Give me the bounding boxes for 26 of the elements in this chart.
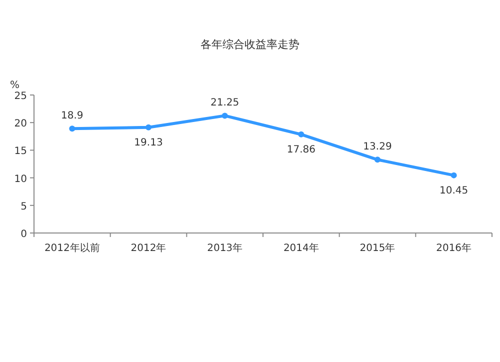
point <box>146 124 152 130</box>
y-axis-title: % <box>10 80 20 91</box>
y-tick-label: 5 <box>20 201 27 212</box>
point <box>298 131 304 138</box>
y-tick-label: 25 <box>14 91 27 102</box>
chart-title: 各年综合收益率走势 <box>200 38 300 51</box>
data-label: 21.25 <box>210 98 240 109</box>
data-label: 13.29 <box>363 142 392 153</box>
x-tick-label: 2012年 <box>130 242 166 254</box>
x-tick-label: 2014年 <box>283 242 319 254</box>
x-tick-label: 2016年 <box>436 242 472 254</box>
point <box>222 112 228 119</box>
y-tick-label: 20 <box>14 118 27 130</box>
y-tick-label: 10 <box>14 174 27 185</box>
point <box>450 172 457 178</box>
y-tick-label: 0 <box>20 229 27 240</box>
y-tick-label: 15 <box>14 146 27 158</box>
data-label: 10.45 <box>440 185 468 196</box>
data-label: 17.86 <box>286 144 316 156</box>
point <box>374 156 380 163</box>
x-tick-label: 2015年 <box>360 242 396 254</box>
point <box>69 126 76 132</box>
data-label: 18.9 <box>61 110 84 122</box>
data-label: 19.13 <box>134 137 163 148</box>
x-tick-label: 2012年以前 <box>44 242 100 254</box>
x-tick-label: 2013年 <box>207 242 243 254</box>
